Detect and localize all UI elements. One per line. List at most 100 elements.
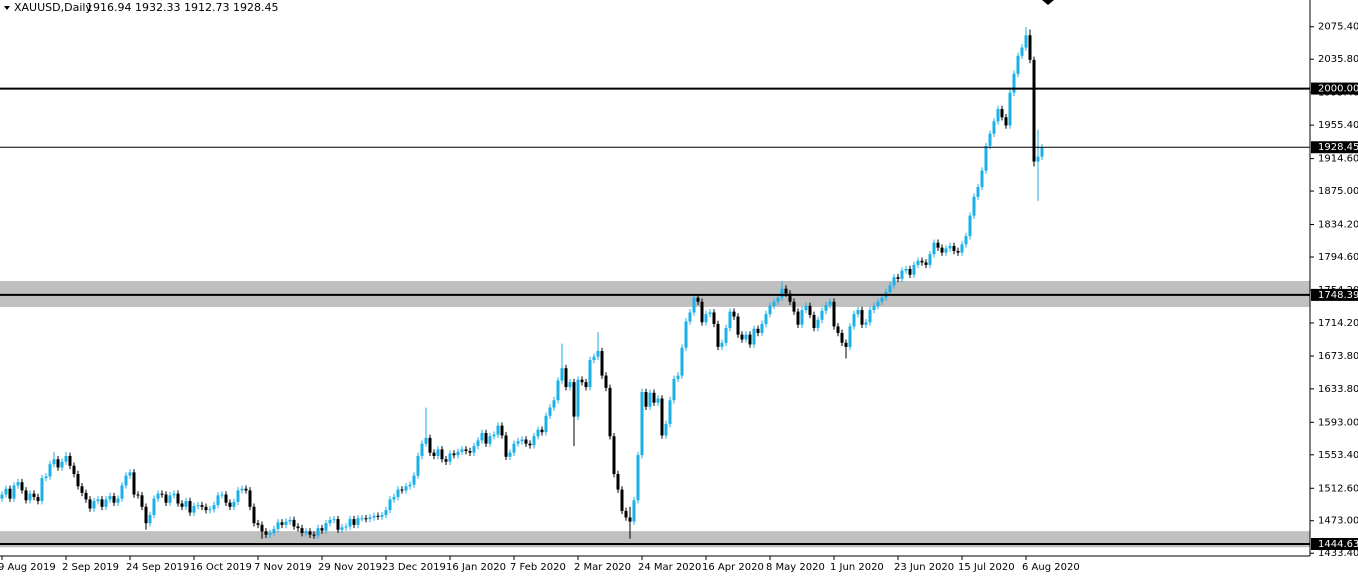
candle-body bbox=[300, 528, 304, 534]
candle-body bbox=[916, 260, 920, 265]
candle-body bbox=[680, 347, 684, 376]
candle-body bbox=[556, 380, 560, 401]
candle-body bbox=[600, 350, 604, 376]
candle-body bbox=[972, 196, 976, 216]
candle-body bbox=[308, 531, 312, 535]
candle-body bbox=[32, 493, 36, 497]
candle-body bbox=[620, 489, 624, 511]
candle-body bbox=[740, 334, 744, 340]
candle-body bbox=[404, 486, 408, 491]
candle-body bbox=[876, 301, 880, 306]
candle-body bbox=[760, 323, 764, 333]
candle-body bbox=[892, 277, 896, 286]
candle-body bbox=[616, 473, 620, 490]
candle-body bbox=[816, 319, 820, 329]
candle-body bbox=[184, 501, 188, 507]
candle-body bbox=[452, 453, 456, 456]
candle-body bbox=[352, 519, 356, 525]
candle-body bbox=[44, 476, 48, 479]
candle-body bbox=[272, 528, 276, 534]
candle-body bbox=[128, 472, 132, 476]
candle-body bbox=[908, 268, 912, 275]
candle-body bbox=[736, 316, 740, 335]
candle-body bbox=[624, 510, 628, 518]
candle-body bbox=[792, 301, 796, 312]
candle-body bbox=[596, 350, 600, 357]
candle-body bbox=[424, 437, 428, 444]
candle-body bbox=[1040, 147, 1044, 157]
candle-body bbox=[100, 499, 104, 507]
candle-body bbox=[728, 311, 732, 329]
candle-body bbox=[280, 522, 284, 525]
candle-body bbox=[136, 494, 140, 496]
candle-body bbox=[528, 443, 532, 446]
candle-body bbox=[1000, 109, 1004, 118]
candle-body bbox=[28, 493, 32, 501]
shift-marker bbox=[1042, 0, 1054, 5]
candle-body bbox=[780, 288, 784, 298]
candle-body bbox=[668, 400, 672, 424]
candle-body bbox=[212, 505, 216, 510]
y-tick-label: 1512.60 bbox=[1318, 483, 1358, 494]
price-level-label: 1928.45 bbox=[1318, 142, 1358, 153]
candle-body bbox=[724, 328, 728, 343]
candle-body bbox=[80, 486, 84, 493]
candle-body bbox=[1024, 35, 1028, 48]
candle-body bbox=[284, 521, 288, 525]
candle-body bbox=[708, 312, 712, 315]
candle-body bbox=[672, 378, 676, 401]
candle-body bbox=[800, 309, 804, 325]
levels bbox=[0, 87, 1310, 546]
y-tick-label: 1473.00 bbox=[1318, 516, 1358, 527]
candle-body bbox=[476, 440, 480, 447]
candle-body bbox=[152, 498, 156, 515]
candle-body bbox=[8, 488, 12, 499]
x-tick-label: 7 Feb 2020 bbox=[510, 562, 566, 573]
y-tick-label: 1553.40 bbox=[1318, 450, 1358, 461]
x-tick-label: 2 Mar 2020 bbox=[574, 562, 631, 573]
candle-body bbox=[248, 490, 252, 507]
candle-body bbox=[772, 301, 776, 306]
candle-body bbox=[964, 236, 968, 245]
chart-title: XAUUSD,Daily bbox=[14, 1, 92, 14]
candle-body bbox=[360, 518, 364, 520]
candle-body bbox=[516, 441, 520, 444]
y-tick-label: 1633.80 bbox=[1318, 384, 1358, 395]
candle-body bbox=[936, 242, 940, 248]
candle-body bbox=[380, 514, 384, 517]
candle-body bbox=[1036, 156, 1040, 162]
candle-body bbox=[984, 145, 988, 171]
candle-body bbox=[40, 478, 44, 502]
candle-body bbox=[932, 242, 936, 255]
candle-body bbox=[592, 356, 596, 361]
candle-body bbox=[940, 247, 944, 253]
y-tick-label: 1593.00 bbox=[1318, 417, 1358, 428]
candle-body bbox=[1016, 55, 1020, 74]
candle-body bbox=[256, 523, 260, 525]
candle-body bbox=[856, 309, 860, 315]
candle-body bbox=[992, 121, 996, 134]
candle-body bbox=[276, 522, 280, 529]
candle-body bbox=[520, 439, 524, 442]
axes: 2075.402035.801995.401955.401914.601875.… bbox=[0, 22, 1358, 573]
candle-body bbox=[260, 524, 264, 532]
candle-body bbox=[288, 519, 292, 522]
x-tick-label: 1 Jun 2020 bbox=[830, 562, 884, 573]
candle-body bbox=[700, 301, 704, 323]
candle-body bbox=[888, 285, 892, 292]
price-level-tag bbox=[1311, 141, 1358, 154]
candle-body bbox=[512, 443, 516, 453]
candle-body bbox=[336, 519, 340, 530]
y-tick-label: 1673.80 bbox=[1318, 351, 1358, 362]
candle-body bbox=[444, 459, 448, 462]
candle-body bbox=[24, 490, 28, 501]
candle-body bbox=[692, 297, 696, 313]
candle-body bbox=[548, 407, 552, 416]
candle-body bbox=[920, 260, 924, 263]
candle-body bbox=[552, 400, 556, 408]
candle-body bbox=[264, 531, 268, 535]
y-tick-label: 1834.20 bbox=[1318, 220, 1358, 231]
y-tick-label: 1794.60 bbox=[1318, 252, 1358, 263]
candle-body bbox=[96, 499, 100, 502]
symbol-menu-arrow[interactable] bbox=[4, 6, 10, 10]
